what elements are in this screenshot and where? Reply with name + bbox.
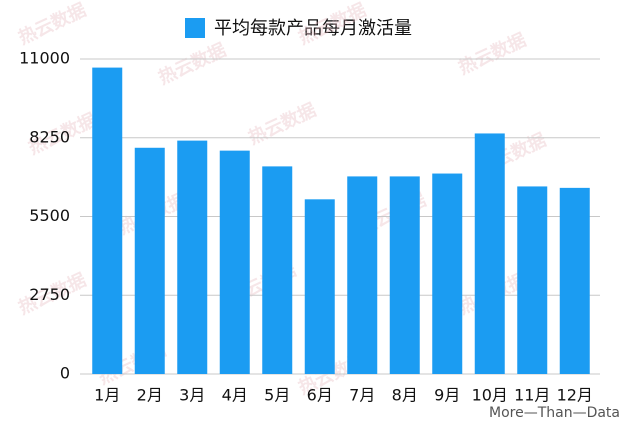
bar — [432, 173, 463, 374]
bar — [347, 176, 378, 374]
y-tick-label: 11000 — [19, 49, 70, 68]
x-tick-label: 6月 — [307, 386, 333, 405]
x-tick-label: 10月 — [472, 386, 508, 405]
bar — [517, 186, 548, 374]
x-tick-label: 7月 — [349, 386, 375, 405]
watermark-brand: 热云数据 — [455, 29, 530, 79]
x-tick-label: 9月 — [434, 386, 460, 405]
bar — [559, 187, 590, 374]
watermark: More—Than—Data — [489, 405, 620, 421]
bar — [262, 166, 293, 374]
legend-label: 平均每款产品每月激活量 — [214, 18, 412, 39]
x-tick-label: 11月 — [514, 386, 550, 405]
x-tick-label: 3月 — [179, 386, 205, 405]
legend-swatch — [185, 18, 205, 38]
y-tick-label: 5500 — [29, 206, 70, 225]
x-tick-label: 12月 — [557, 386, 593, 405]
x-tick-label: 1月 — [94, 386, 120, 405]
x-tick-label: 8月 — [392, 386, 418, 405]
bar — [219, 150, 250, 374]
y-tick-label: 0 — [60, 364, 70, 383]
y-tick-label: 2750 — [29, 285, 70, 304]
bar — [177, 140, 208, 374]
x-tick-label: 4月 — [222, 386, 248, 405]
x-tick-label: 5月 — [264, 386, 290, 405]
watermark-brand: 热云数据 — [155, 39, 230, 89]
bar — [389, 176, 420, 374]
bar — [304, 199, 335, 374]
bar — [474, 133, 505, 374]
bar — [92, 67, 123, 374]
x-tick-label: 2月 — [137, 386, 163, 405]
watermark-brand: 热云数据 — [245, 99, 320, 149]
watermark-brand: 热云数据 — [15, 0, 90, 49]
bar — [134, 147, 165, 374]
y-tick-label: 8250 — [29, 127, 70, 146]
